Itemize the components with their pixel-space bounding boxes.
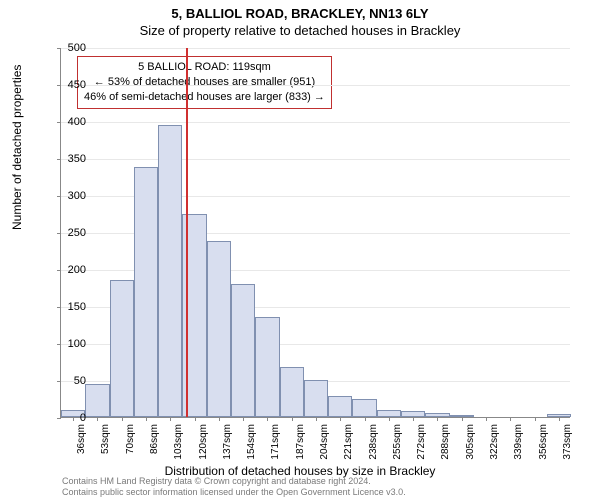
ytick-label: 50 <box>46 375 86 387</box>
xtick-mark <box>219 417 220 421</box>
annotation-line: 5 BALLIOL ROAD: 119sqm <box>84 60 325 75</box>
annotation-line: 46% of semi-detached houses are larger (… <box>84 90 325 105</box>
histogram-bar <box>158 125 182 417</box>
xtick-label: 137sqm <box>222 424 233 460</box>
histogram-bar <box>134 167 158 417</box>
y-axis-label: Number of detached properties <box>10 65 24 230</box>
ytick-label: 100 <box>46 338 86 350</box>
xtick-label: 255sqm <box>392 424 403 460</box>
reference-line <box>186 48 188 417</box>
histogram-bar <box>255 317 279 417</box>
histogram-bar <box>377 410 401 417</box>
xtick-mark <box>413 417 414 421</box>
xtick-mark <box>122 417 123 421</box>
footer-attribution: Contains HM Land Registry data © Crown c… <box>62 476 406 498</box>
xtick-mark <box>292 417 293 421</box>
xtick-mark <box>195 417 196 421</box>
ytick-label: 400 <box>46 116 86 128</box>
chart-plot-area: 5 BALLIOL ROAD: 119sqm← 53% of detached … <box>60 48 570 418</box>
xtick-mark <box>340 417 341 421</box>
xtick-label: 70sqm <box>125 424 136 454</box>
footer-line-1: Contains HM Land Registry data © Crown c… <box>62 476 406 487</box>
ytick-label: 200 <box>46 264 86 276</box>
xtick-label: 305sqm <box>465 424 476 460</box>
xtick-mark <box>510 417 511 421</box>
ytick-label: 250 <box>46 227 86 239</box>
xtick-label: 288sqm <box>440 424 451 460</box>
xtick-mark <box>146 417 147 421</box>
ytick-label: 300 <box>46 190 86 202</box>
histogram-bar <box>207 241 231 417</box>
xtick-label: 204sqm <box>319 424 330 460</box>
ytick-label: 500 <box>46 42 86 54</box>
xtick-label: 373sqm <box>562 424 573 460</box>
ytick-label: 450 <box>46 79 86 91</box>
xtick-label: 187sqm <box>295 424 306 460</box>
histogram-bar <box>280 367 304 417</box>
xtick-mark <box>365 417 366 421</box>
xtick-label: 86sqm <box>149 424 160 454</box>
histogram-bar <box>352 399 376 418</box>
xtick-label: 322sqm <box>489 424 500 460</box>
title-block: 5, BALLIOL ROAD, BRACKLEY, NN13 6LY Size… <box>0 0 600 38</box>
xtick-label: 53sqm <box>100 424 111 454</box>
xtick-mark <box>243 417 244 421</box>
grid-line <box>61 122 570 123</box>
xtick-label: 272sqm <box>416 424 427 460</box>
xtick-mark <box>462 417 463 421</box>
histogram-bar <box>85 384 109 417</box>
ytick-label: 350 <box>46 153 86 165</box>
xtick-label: 238sqm <box>368 424 379 460</box>
annotation-line: ← 53% of detached houses are smaller (95… <box>84 75 325 90</box>
xtick-label: 221sqm <box>343 424 354 460</box>
xtick-mark <box>389 417 390 421</box>
xtick-mark <box>486 417 487 421</box>
xtick-label: 120sqm <box>198 424 209 460</box>
footer-line-2: Contains public sector information licen… <box>62 487 406 498</box>
xtick-mark <box>437 417 438 421</box>
grid-line <box>61 85 570 86</box>
xtick-mark <box>535 417 536 421</box>
xtick-mark <box>559 417 560 421</box>
ytick-label: 0 <box>46 412 86 424</box>
xtick-label: 103sqm <box>173 424 184 460</box>
ytick-label: 150 <box>46 301 86 313</box>
annotation-box: 5 BALLIOL ROAD: 119sqm← 53% of detached … <box>77 56 332 109</box>
histogram-bar <box>110 280 134 417</box>
xtick-mark <box>316 417 317 421</box>
xtick-mark <box>97 417 98 421</box>
xtick-label: 356sqm <box>538 424 549 460</box>
page-title: 5, BALLIOL ROAD, BRACKLEY, NN13 6LY <box>0 6 600 21</box>
xtick-label: 339sqm <box>513 424 524 460</box>
grid-line <box>61 48 570 49</box>
xtick-label: 154sqm <box>246 424 257 460</box>
xtick-label: 171sqm <box>270 424 281 460</box>
histogram-bar <box>304 380 328 417</box>
xtick-mark <box>170 417 171 421</box>
page-subtitle: Size of property relative to detached ho… <box>0 23 600 38</box>
histogram-bar <box>328 396 352 417</box>
xtick-label: 36sqm <box>76 424 87 454</box>
grid-line <box>61 159 570 160</box>
xtick-mark <box>267 417 268 421</box>
histogram-bar <box>231 284 255 417</box>
